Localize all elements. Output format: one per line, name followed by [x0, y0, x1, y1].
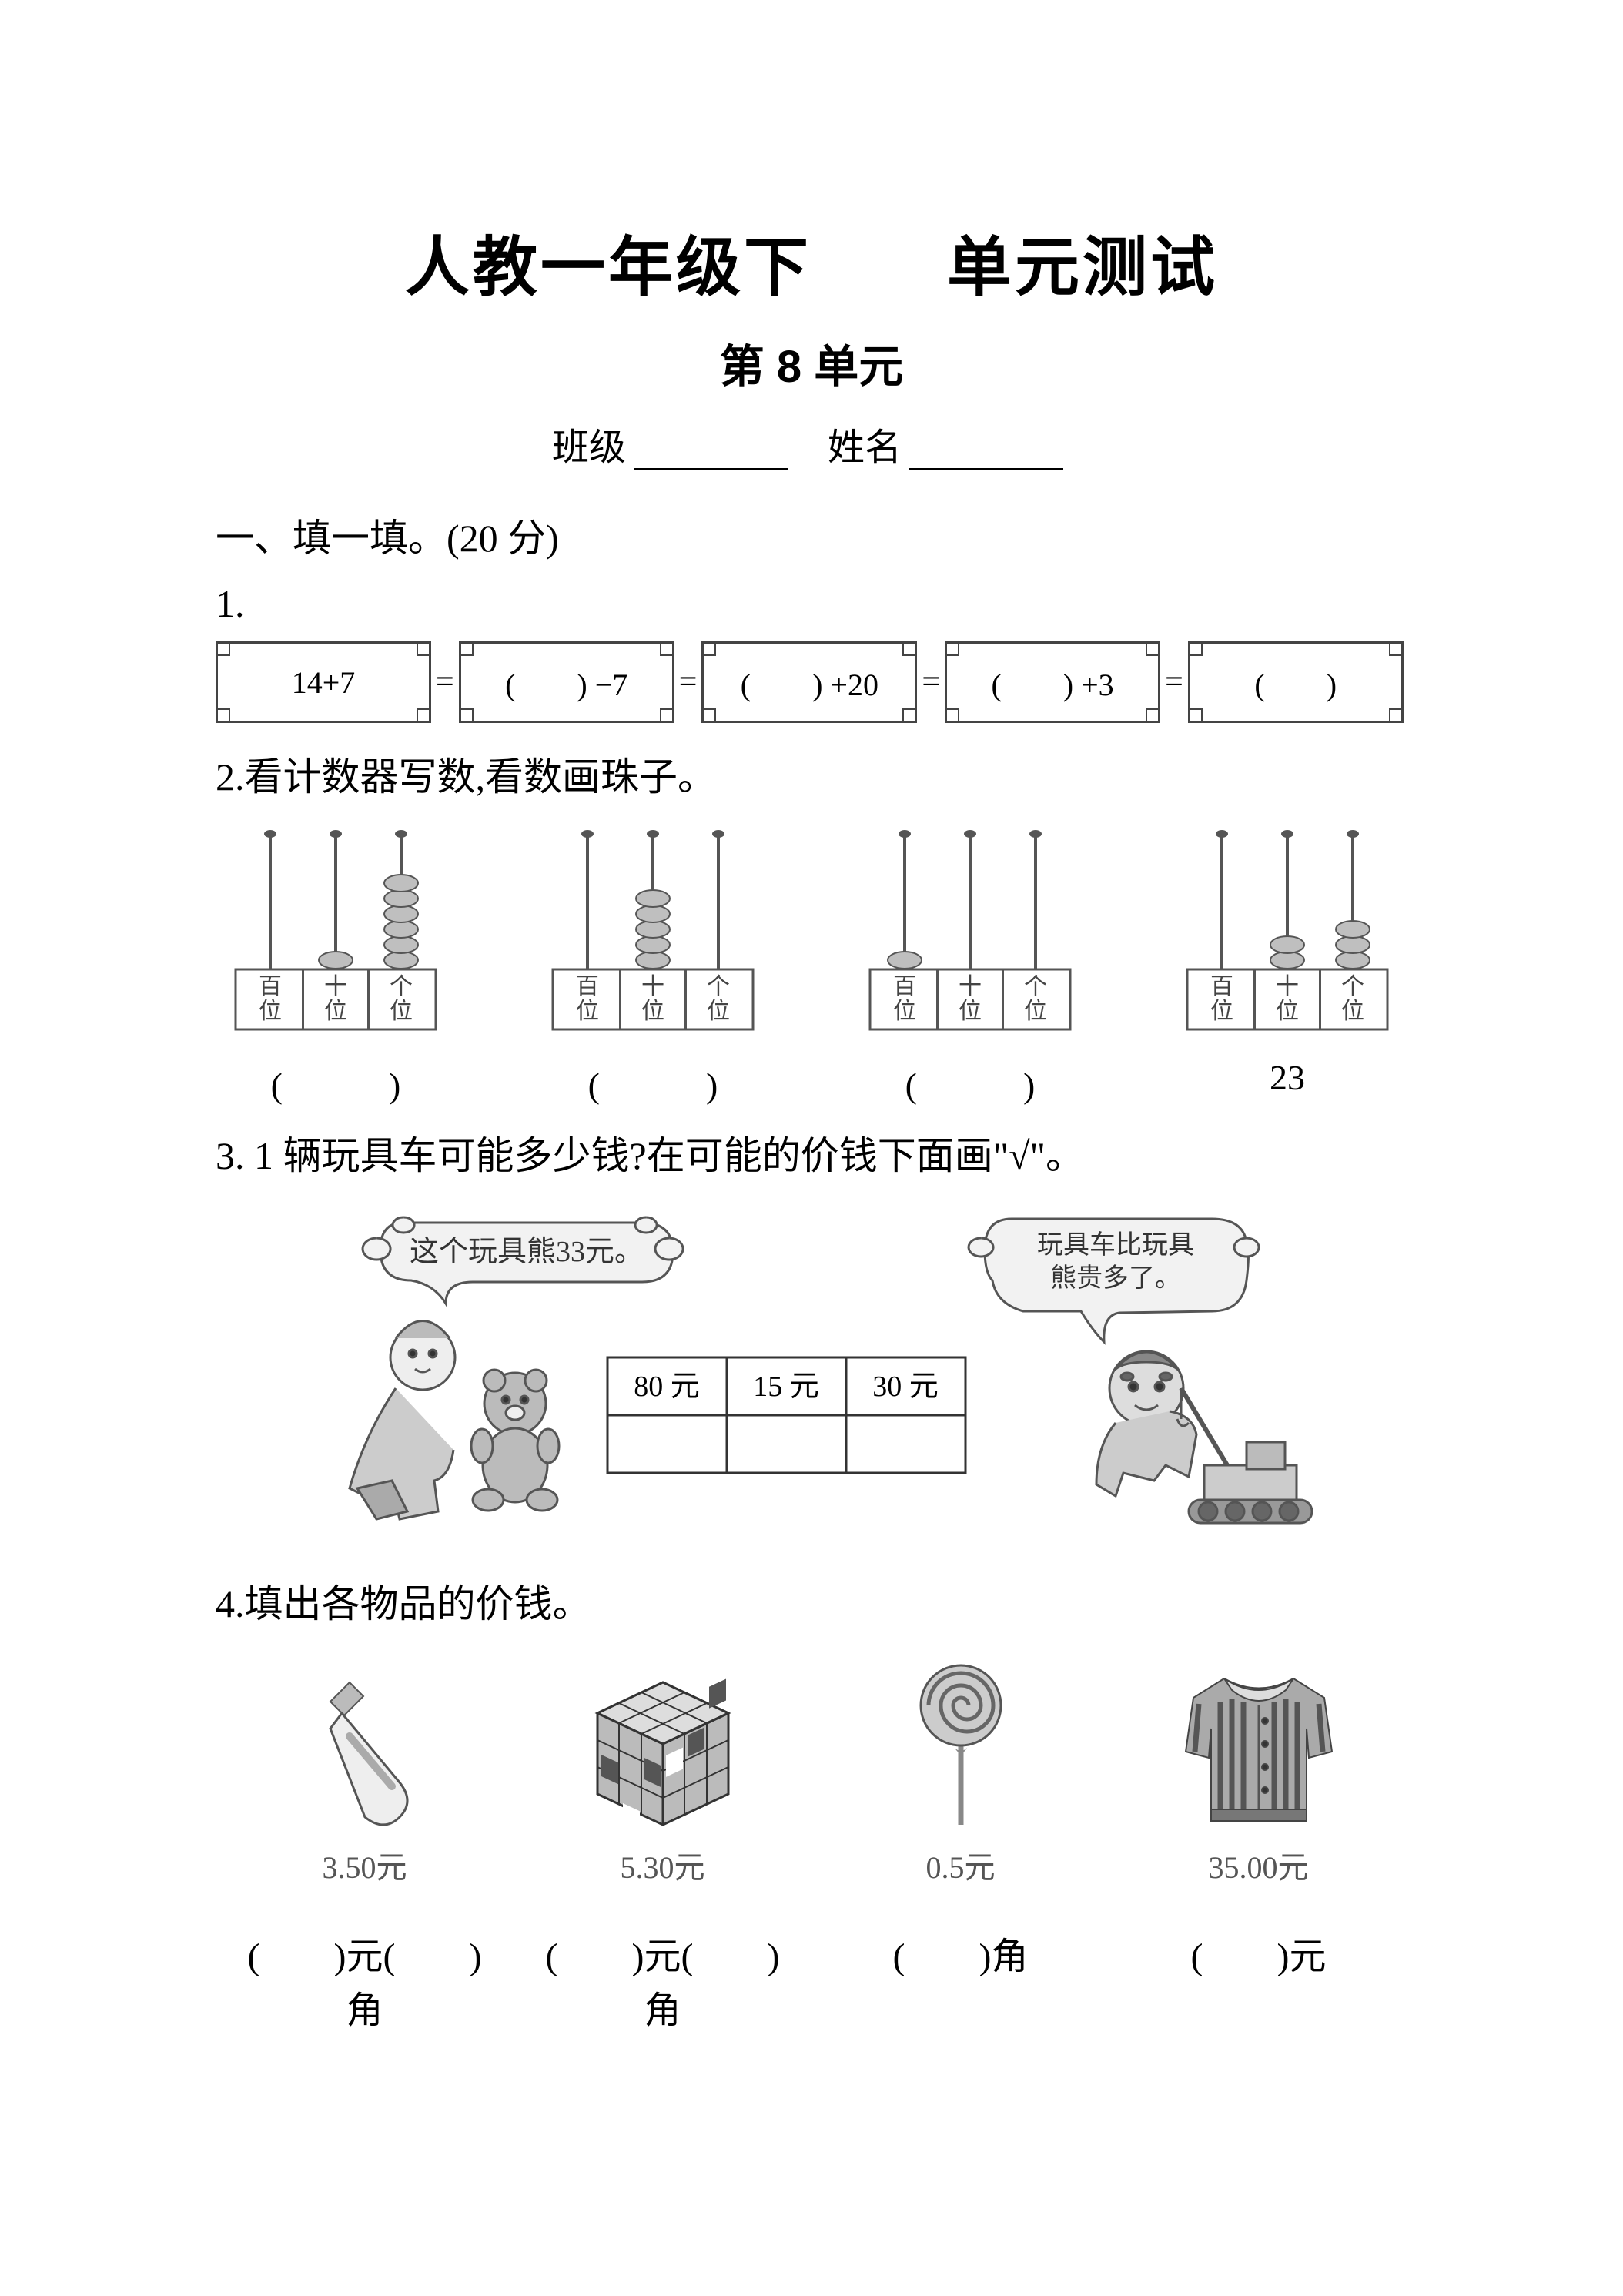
child-with-crane-icon	[1096, 1351, 1312, 1523]
q4-items-row: 3.50元	[216, 1652, 1407, 1887]
q4-item-toothpaste: 3.50元	[234, 1667, 496, 1887]
lollipop-icon	[899, 1652, 1022, 1836]
q1-number: 1.	[216, 581, 1407, 626]
child-with-bear-icon	[350, 1321, 559, 1520]
svg-text:百: 百	[1210, 974, 1233, 999]
equals-icon: =	[1165, 664, 1183, 701]
q4-answer-3[interactable]: ( )角	[830, 1926, 1092, 2033]
svg-text:15 元: 15 元	[753, 1371, 819, 1403]
svg-text:位: 位	[259, 999, 282, 1024]
q1-box-5[interactable]: ( )	[1188, 641, 1404, 723]
abacus-4: 百位十位个位 23	[1172, 825, 1403, 1108]
q2-abacus-row: 百位十位个位 ( )百位十位个位 ( )百位十位个位 ( )百位十位个位 23	[216, 825, 1407, 1108]
svg-text:十: 十	[324, 974, 347, 999]
q4-price-1: 3.50元	[323, 1842, 407, 1887]
equals-icon: =	[679, 664, 698, 701]
svg-text:位: 位	[1276, 999, 1299, 1024]
equals-icon: =	[922, 664, 940, 701]
speech-bubble-left: 这个玩具熊33元。	[363, 1217, 683, 1304]
svg-text:这个玩具熊33元。: 这个玩具熊33元。	[410, 1236, 644, 1268]
svg-text:个: 个	[707, 974, 730, 999]
q1-chain: 14+7 = ( ) −7 = ( ) +20 = ( ) +3 = ( )	[216, 641, 1407, 723]
title-sub: 第 8 单元	[216, 330, 1407, 395]
svg-text:个: 个	[390, 974, 413, 999]
abacus-answer-1[interactable]: ( )	[271, 1057, 401, 1108]
abacus-2: 百位十位个位 ( )	[537, 825, 768, 1108]
svg-text:位: 位	[893, 999, 916, 1024]
q1-box-2[interactable]: ( ) −7	[459, 641, 674, 723]
q4-heading: 4.填出各物品的价钱。	[216, 1573, 1407, 1628]
abacus-answer-2[interactable]: ( )	[588, 1057, 718, 1108]
q4-answer-4[interactable]: ( )元	[1128, 1926, 1390, 2033]
cardigan-icon	[1166, 1659, 1351, 1836]
equals-icon: =	[436, 664, 454, 701]
svg-text:十: 十	[1276, 974, 1299, 999]
q1-box-1: 14+7	[216, 641, 431, 723]
q3-heading: 3. 1 辆玩具车可能多少钱?在可能的价钱下面画"√"。	[216, 1125, 1407, 1180]
q3-answer-cell-1[interactable]	[607, 1415, 727, 1473]
section-1-heading: 一、填一填。(20 分)	[216, 507, 1407, 563]
svg-text:十: 十	[959, 974, 982, 999]
svg-text:十: 十	[641, 974, 664, 999]
q4-price-2: 5.30元	[621, 1842, 705, 1887]
svg-text:位: 位	[1341, 999, 1364, 1024]
svg-text:位: 位	[390, 999, 413, 1024]
abacus-icon: 百位十位个位	[1172, 825, 1403, 1040]
svg-text:百: 百	[259, 974, 282, 999]
svg-text:位: 位	[707, 999, 730, 1024]
q4-item-cardigan: 35.00元	[1128, 1659, 1390, 1887]
abacus-answer-3[interactable]: ( )	[905, 1057, 1036, 1108]
title-main: 人教一年级下 单元测试	[216, 216, 1407, 309]
svg-text:百: 百	[576, 974, 599, 999]
q3-answer-cell-2[interactable]	[727, 1415, 846, 1473]
svg-text:个: 个	[1024, 974, 1047, 999]
worksheet-page: 人教一年级下 单元测试 第 8 单元 班级 姓名 一、填一填。(20 分) 1.…	[0, 0, 1623, 2296]
name-blank[interactable]	[909, 434, 1063, 470]
student-info-line: 班级 姓名	[216, 417, 1407, 470]
svg-text:位: 位	[576, 999, 599, 1024]
class-label: 班级	[552, 427, 626, 468]
q3-illustration: 这个玩具熊33元。 玩具车比玩具 熊贵多了。	[303, 1196, 1320, 1550]
svg-text:位: 位	[324, 999, 347, 1024]
svg-text:位: 位	[1024, 999, 1047, 1024]
q1-box-4[interactable]: ( ) +3	[945, 641, 1160, 723]
q4-answer-row: ( )元( )角 ( )元( )角 ( )角 ( )元	[216, 1926, 1407, 2033]
q2-heading: 2.看计数器写数,看数画珠子。	[216, 746, 1407, 802]
q4-item-lollipop: 0.5元	[830, 1652, 1092, 1887]
svg-text:位: 位	[959, 999, 982, 1024]
class-blank[interactable]	[634, 434, 788, 470]
q3-answer-cell-3[interactable]	[846, 1415, 965, 1473]
toothpaste-icon	[288, 1667, 442, 1836]
abacus-icon: 百位十位个位	[855, 825, 1086, 1040]
svg-text:30 元: 30 元	[872, 1371, 939, 1403]
svg-text:玩具车比玩具: 玩具车比玩具	[1037, 1230, 1194, 1260]
q4-answer-1[interactable]: ( )元( )角	[234, 1926, 496, 2033]
abacus-icon: 百位十位个位	[220, 825, 451, 1040]
speech-bubble-right: 玩具车比玩具 熊贵多了。	[969, 1219, 1259, 1342]
abacus-3: 百位十位个位 ( )	[855, 825, 1086, 1108]
q3-price-table: 80 元 15 元 30 元	[607, 1357, 965, 1473]
abacus-icon: 百位十位个位	[537, 825, 768, 1040]
svg-text:80 元: 80 元	[634, 1371, 700, 1403]
q4-price-3: 0.5元	[926, 1842, 996, 1887]
q4-price-4: 35.00元	[1209, 1842, 1309, 1887]
rubiks-cube-icon	[578, 1667, 748, 1836]
q4-item-cube: 5.30元	[532, 1667, 794, 1887]
name-label: 姓名	[828, 427, 902, 468]
svg-text:位: 位	[641, 999, 664, 1024]
svg-text:熊贵多了。: 熊贵多了。	[1050, 1263, 1181, 1293]
q4-answer-2[interactable]: ( )元( )角	[532, 1926, 794, 2033]
svg-text:个: 个	[1341, 974, 1364, 999]
svg-text:百: 百	[893, 974, 916, 999]
svg-text:位: 位	[1210, 999, 1233, 1024]
abacus-1: 百位十位个位 ( )	[220, 825, 451, 1108]
abacus-answer-4: 23	[1270, 1057, 1305, 1098]
q1-box-3[interactable]: ( ) +20	[701, 641, 917, 723]
